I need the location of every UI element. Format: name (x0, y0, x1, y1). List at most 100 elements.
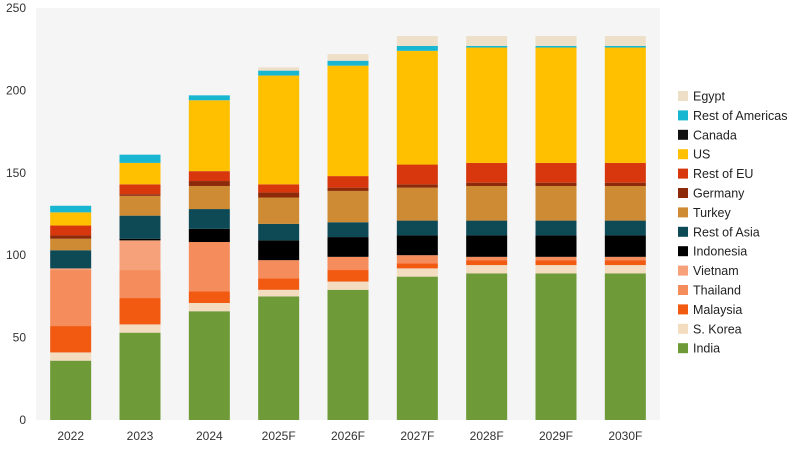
bar-segment-india (466, 273, 508, 420)
bar-segment-rest-of-americas (535, 45, 577, 48)
bar-segment-turkey (535, 185, 577, 221)
bar-segment-s-korea (535, 265, 577, 274)
bar-segment-germany (188, 181, 230, 186)
bar-segment-rest-of-asia (466, 220, 508, 236)
bar-segment-india (119, 332, 161, 420)
bar-segment-vietnam (50, 268, 92, 271)
legend-swatch-germany (678, 188, 688, 198)
bar-segment-rest-of-asia (119, 215, 161, 239)
bar-segment-s-korea (188, 302, 230, 312)
bar-segment-turkey (258, 197, 300, 224)
x-tick-label: 2029F (539, 429, 573, 443)
x-tick-label: 2028F (470, 429, 504, 443)
bar-segment-rest-of-asia (188, 209, 230, 229)
bar-segment-rest-of-americas (327, 60, 369, 66)
bar-segment-rest-of-asia (327, 222, 369, 238)
bar-segment-malaysia (466, 260, 508, 266)
legend-label-india: India (693, 342, 720, 356)
bar-segment-us (327, 65, 369, 177)
legend-swatch-rest-of-americas (678, 110, 688, 121)
legend-swatch-egypt (678, 91, 688, 101)
bar-segment-rest-of-americas (604, 45, 646, 48)
legend-swatch-canada (678, 129, 688, 140)
bar-segment-us (188, 100, 230, 172)
bar-segment-india (396, 276, 438, 420)
bar-segment-s-korea (50, 352, 92, 361)
bar-segment-s-korea (604, 265, 646, 274)
bar-segment-rest-of-americas (466, 45, 508, 48)
bar-segment-india (535, 273, 577, 420)
legend-label-thailand: Thailand (693, 284, 741, 298)
bar-segment-turkey (396, 187, 438, 221)
bar-segment-thailand (119, 270, 161, 299)
legend-swatch-thailand (678, 285, 688, 295)
x-tick-label: 2026F (331, 429, 365, 443)
bar-segment-egypt (466, 36, 508, 46)
bar-segment-germany (119, 194, 161, 196)
bar-segment-malaysia (119, 298, 161, 325)
bar-segment-thailand (188, 242, 230, 292)
bar-segment-rest-of-eu (327, 176, 369, 188)
bar-segment-germany (327, 187, 369, 191)
y-tick-label: 50 (13, 331, 27, 345)
legend-swatch-us (678, 149, 688, 160)
bar-segment-malaysia (604, 260, 646, 266)
bar-segment-turkey (604, 185, 646, 221)
legend-swatch-turkey (678, 207, 688, 218)
bar-segment-rest-of-asia (604, 220, 646, 236)
legend-swatch-malaysia (678, 304, 688, 315)
bar-segment-rest-of-asia (50, 250, 92, 269)
bar-segment-rest-of-americas (396, 45, 438, 51)
bar-segment-rest-of-eu (396, 164, 438, 185)
bar-segment-indonesia (258, 240, 300, 261)
bar-segment-turkey (188, 185, 230, 210)
legend-swatch-vietnam (678, 265, 688, 276)
bar-segment-vietnam (119, 240, 161, 271)
bar-segment-rest-of-asia (258, 223, 300, 241)
bar-segment-egypt (535, 36, 577, 46)
bar-segment-us (50, 212, 92, 226)
bar-segment-indonesia (188, 228, 230, 243)
bar-segment-indonesia (396, 235, 438, 256)
bar-segment-indonesia (119, 238, 161, 241)
bar-segment-india (50, 360, 92, 420)
bar-segment-us (535, 47, 577, 163)
bar-segment-rest-of-eu (50, 225, 92, 236)
bar-segment-turkey (119, 195, 161, 216)
legend-label-vietnam: Vietnam (693, 264, 739, 278)
bar-segment-malaysia (188, 291, 230, 303)
legend-label-rest-of-asia: Rest of Asia (693, 225, 760, 239)
bar-segment-germany (258, 192, 300, 198)
bar-segment-us (466, 47, 508, 163)
y-tick-label: 0 (19, 413, 26, 427)
legend-swatch-indonesia (678, 246, 688, 257)
bar-segment-rest-of-eu (535, 162, 577, 183)
bar-segment-egypt (258, 67, 300, 71)
bar-segment-rest-of-eu (258, 184, 300, 193)
bar-segment-malaysia (396, 263, 438, 269)
bar-segment-egypt (327, 54, 369, 61)
bar-segment-germany (396, 184, 438, 188)
bar-stacks (50, 36, 646, 420)
bar-segment-malaysia (258, 278, 300, 290)
y-tick-label: 150 (6, 166, 26, 180)
y-tick-label: 100 (6, 248, 26, 262)
bar-segment-thailand (604, 256, 646, 261)
legend-label-egypt: Egypt (693, 90, 725, 104)
bar-segment-thailand (50, 270, 92, 327)
bar-segment-india (188, 311, 230, 420)
bar-segment-rest-of-eu (466, 162, 508, 183)
bar-segment-thailand (327, 256, 369, 271)
bar-segment-thailand (535, 256, 577, 261)
bar-segment-indonesia (535, 235, 577, 257)
x-axis-ticks: 2022 2023 2024 2025F 2026F 2027F 2028F 2029F 203… (57, 429, 642, 443)
bar-segment-germany (466, 182, 508, 186)
bar-segment-germany (604, 182, 646, 186)
bar-segment-thailand (396, 255, 438, 264)
legend-label-canada: Canada (693, 128, 737, 142)
y-axis-ticks: 0 50 100 150 200 250 (6, 1, 26, 427)
bar-segment-germany (50, 235, 92, 239)
bar-segment-rest-of-eu (604, 162, 646, 183)
bar-segment-malaysia (327, 270, 369, 282)
bar-segment-egypt (396, 36, 438, 46)
